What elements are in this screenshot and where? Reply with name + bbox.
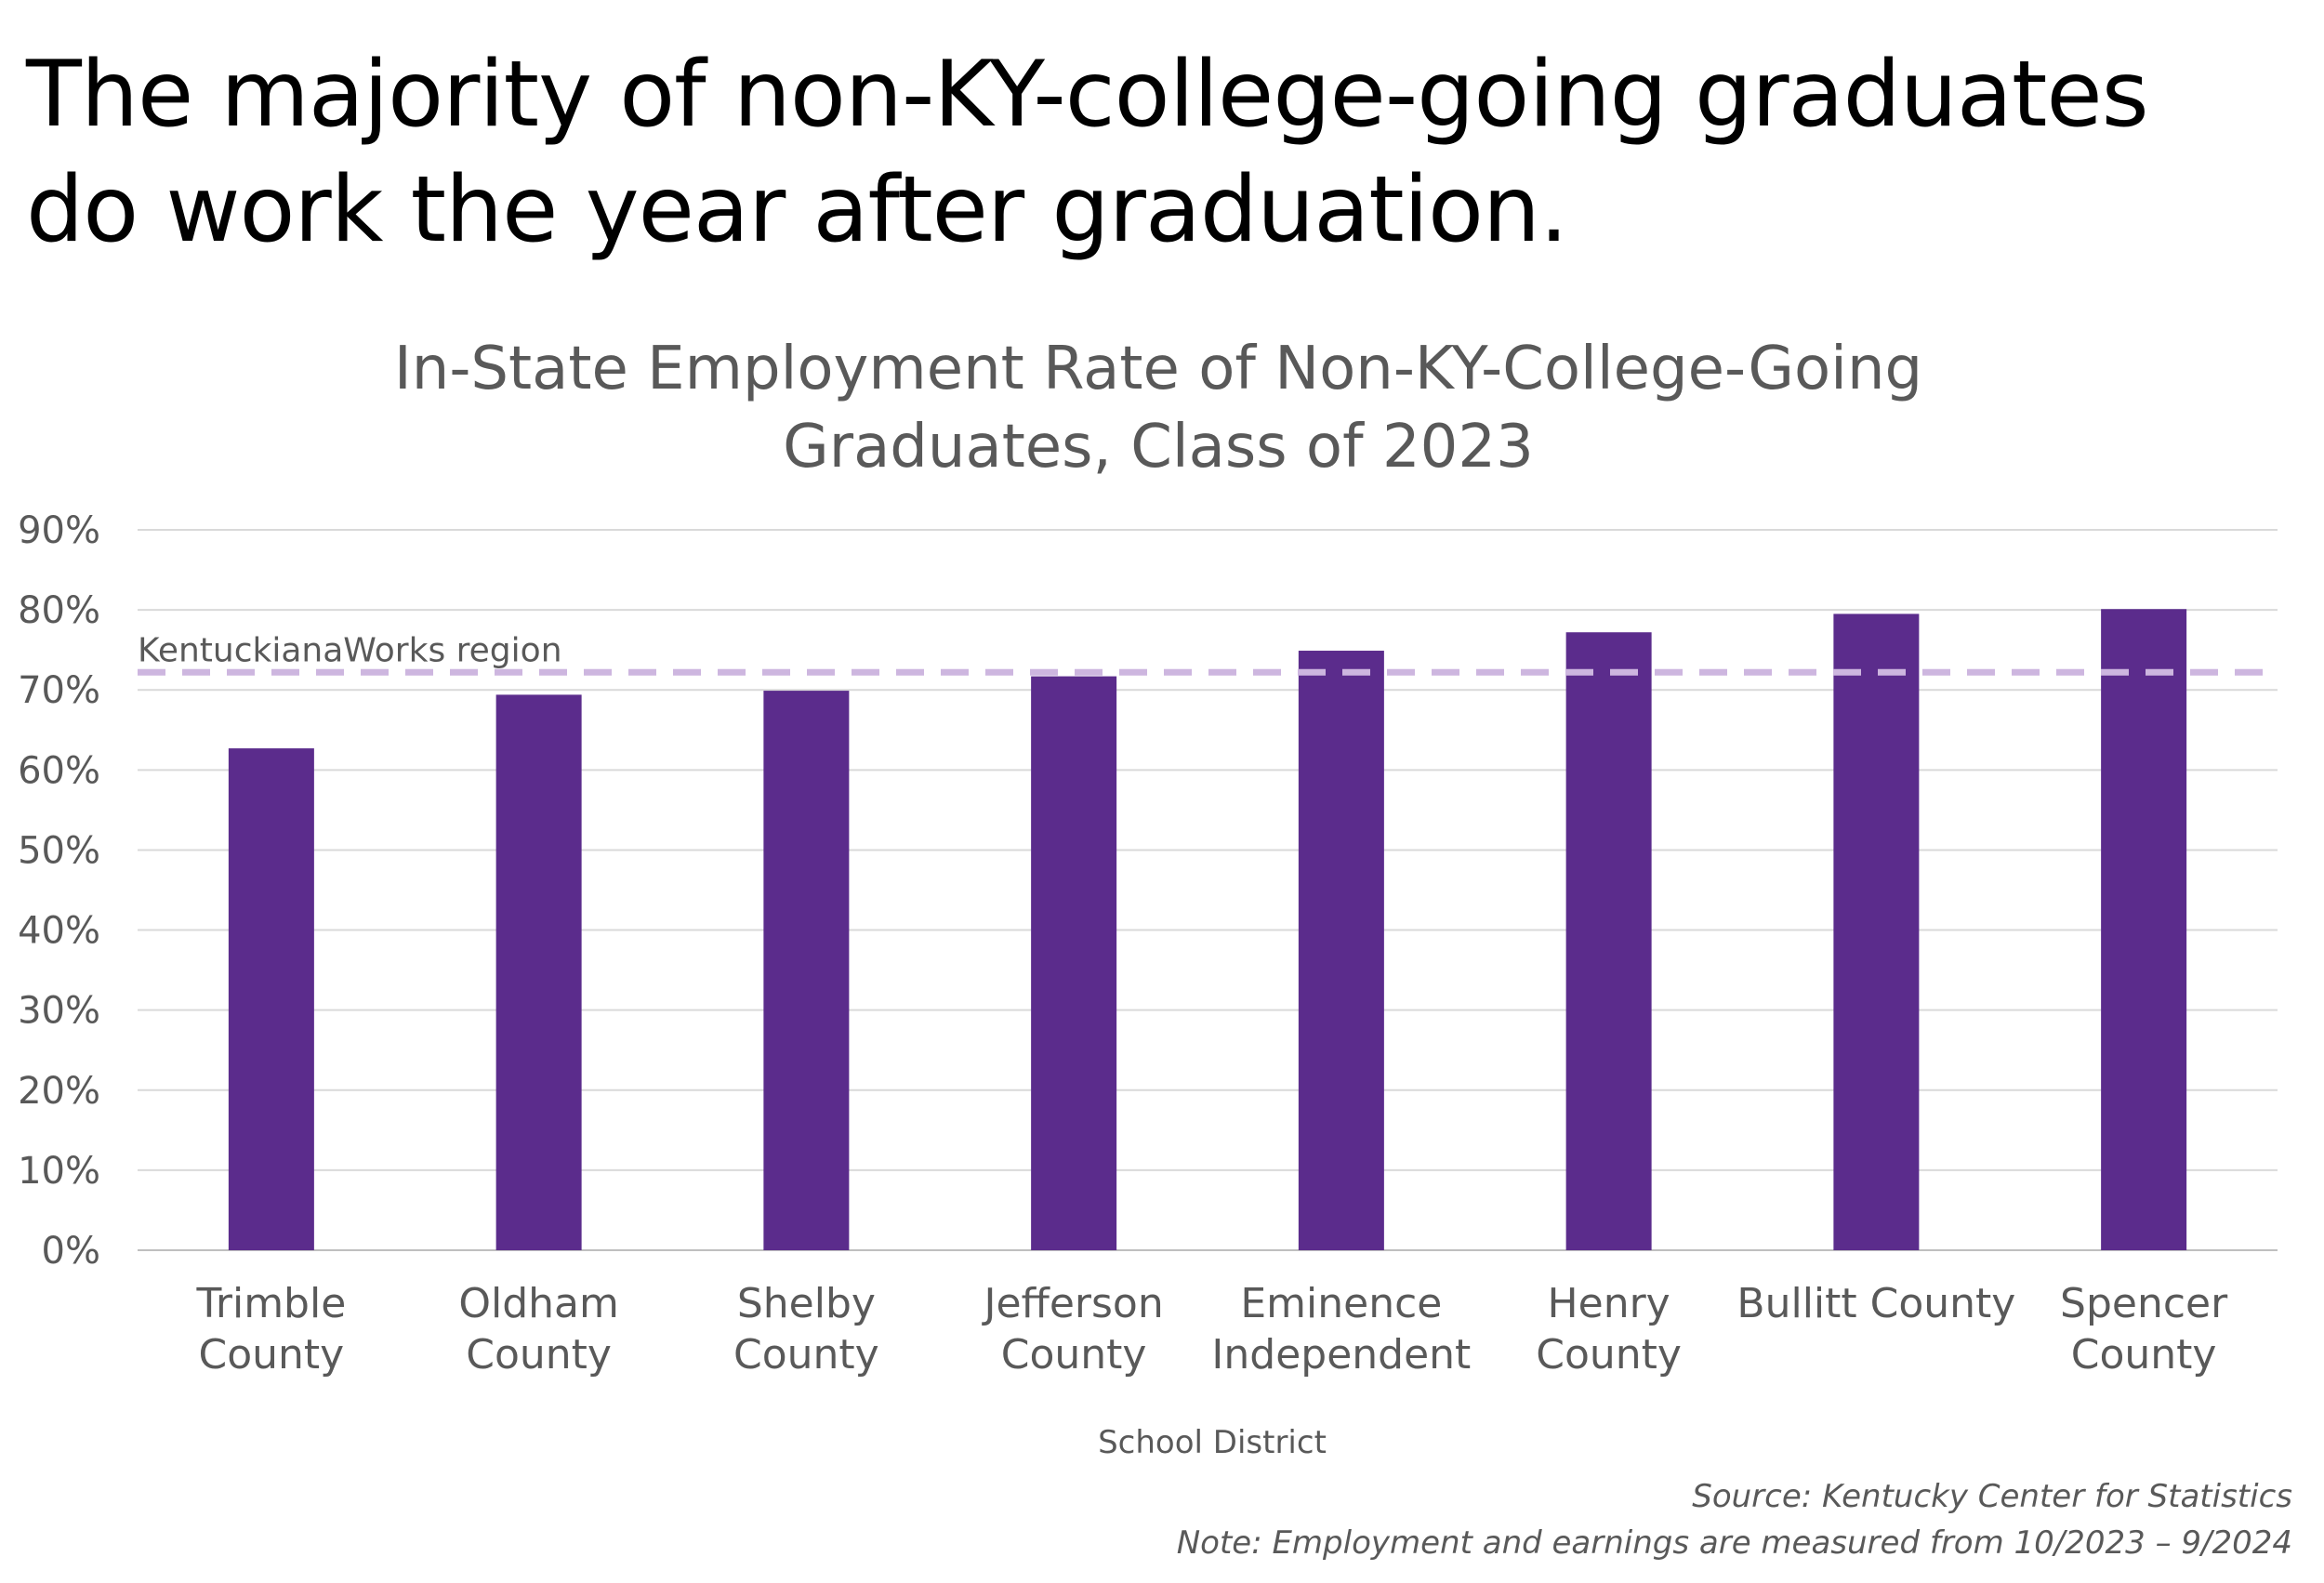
gridlines xyxy=(138,529,2278,1251)
reference-line-group: KentuckianaWorks region xyxy=(138,631,2278,676)
source-note: Source: Kentucky Center for Statistics xyxy=(1692,1478,2292,1515)
y-tick-label: 0% xyxy=(42,1230,100,1273)
chart-title-line-2: Graduates, Class of 2023 xyxy=(783,413,1534,481)
bar xyxy=(495,694,582,1250)
y-tick-label: 90% xyxy=(18,509,100,552)
y-tick-label: 70% xyxy=(18,669,100,712)
headline: The majority of non-KY-college-going gra… xyxy=(26,37,2294,268)
y-tick-label: 30% xyxy=(18,990,100,1033)
category-label: Spencer County xyxy=(2060,1280,2228,1379)
y-axis-tick-labels: 0% 10% 20% 30% 40% 50% 60% 70% 80% 90% xyxy=(18,509,100,1273)
headline-line-2: do work the year after graduation. xyxy=(26,157,1568,263)
bar xyxy=(1565,632,1652,1250)
x-axis-title: School District xyxy=(1098,1424,1327,1461)
category-label: Henry County xyxy=(1536,1280,1682,1379)
category-label: Trimble County xyxy=(195,1280,346,1379)
y-tick-label: 50% xyxy=(18,829,100,872)
bar xyxy=(763,691,850,1250)
bar xyxy=(1031,676,1117,1250)
category-label: Jefferson County xyxy=(981,1280,1163,1379)
bar xyxy=(1833,613,1920,1250)
chart-title-line-1: In-State Employment Rate of Non-KY-Colle… xyxy=(394,335,1922,403)
y-tick-label: 20% xyxy=(18,1070,100,1113)
category-label: Eminence Independent xyxy=(1211,1280,1471,1379)
x-axis-category-labels: Trimble County Oldham County Shelby County Jef… xyxy=(195,1280,2228,1379)
y-tick-label: 40% xyxy=(18,910,100,953)
measurement-note: Note: Employment and earnings are measur… xyxy=(1176,1524,2292,1562)
reference-line-label: KentuckianaWorks region xyxy=(138,631,562,669)
bars xyxy=(228,609,2187,1250)
category-label: Shelby County xyxy=(733,1280,879,1379)
y-tick-label: 80% xyxy=(18,589,100,632)
category-label: Oldham County xyxy=(458,1280,619,1379)
y-tick-label: 10% xyxy=(18,1150,100,1193)
bar xyxy=(2101,609,2187,1250)
bar xyxy=(228,748,314,1250)
category-label: Bullitt County xyxy=(1736,1280,2015,1327)
headline-line-1: The majority of non-KY-college-going gra… xyxy=(26,42,2149,148)
y-tick-label: 60% xyxy=(18,749,100,792)
bar xyxy=(1298,651,1384,1250)
